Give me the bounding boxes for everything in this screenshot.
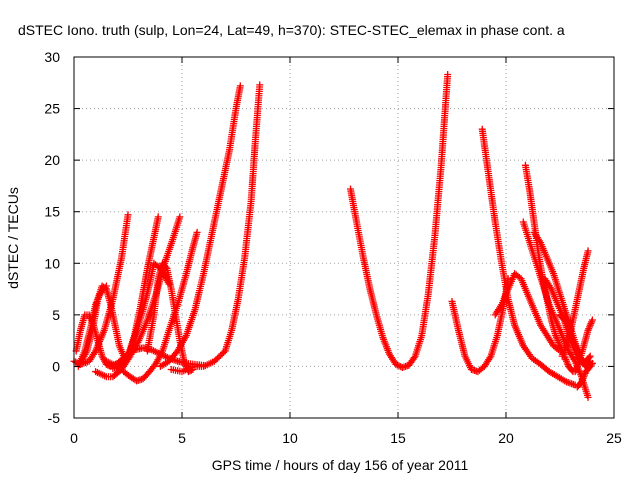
data-point: [392, 360, 400, 368]
data-point: [584, 393, 592, 401]
y-axis-tick-labels: -5 0 5 10 15 20 25 30: [44, 49, 60, 426]
data-point: [101, 284, 109, 292]
data-point: [176, 213, 184, 221]
data-point: [124, 211, 132, 219]
plot-frame: [73, 56, 615, 419]
axis-ticks: [73, 56, 615, 419]
data-point: [162, 263, 170, 271]
y-tick-label: 0: [52, 358, 60, 374]
x-tick-label: 20: [498, 430, 514, 446]
grid-lines: [74, 57, 614, 418]
data-series-12: [346, 71, 452, 371]
x-axis-tick-labels: 0 5 10 15 20 25: [70, 430, 622, 446]
data-series-13: [448, 275, 512, 376]
x-tick-label: 10: [282, 430, 298, 446]
data-series-9: [120, 228, 201, 385]
data-point: [393, 361, 401, 369]
data-point: [220, 348, 228, 356]
y-tick-label: 10: [44, 255, 60, 271]
x-tick-label: 0: [70, 430, 78, 446]
data-point: [410, 354, 418, 362]
y-tick-label: 15: [44, 204, 60, 220]
data-point: [584, 247, 592, 255]
data-series-10: [156, 82, 244, 370]
data-point: [588, 316, 596, 324]
data-series-17: [491, 270, 564, 355]
x-axis-label: GPS time / hours of day 156 of year 2011: [212, 457, 469, 473]
data-point: [587, 361, 595, 369]
data-point: [395, 362, 403, 370]
data-point: [588, 359, 596, 367]
y-tick-label: 30: [44, 49, 60, 65]
data-point: [444, 71, 452, 79]
y-tick-label: 20: [44, 152, 60, 168]
y-axis-label: dSTEC / TECUs: [5, 187, 21, 289]
data-point: [193, 228, 201, 236]
data-point: [256, 81, 264, 89]
data-point: [586, 352, 594, 360]
x-tick-label: 5: [178, 430, 186, 446]
data-point: [581, 361, 589, 369]
data-series-11: [167, 81, 264, 376]
data-point: [236, 82, 244, 90]
data-series-22: [571, 316, 596, 376]
y-tick-label: 25: [44, 101, 60, 117]
data-series-23: [573, 359, 596, 391]
data-point: [102, 282, 110, 290]
chart-title: dSTEC Iono. truth (sulp, Lon=24, Lat=49,…: [18, 22, 565, 38]
data-point: [554, 346, 562, 354]
y-tick-label: 5: [52, 307, 60, 323]
data-point: [154, 213, 162, 221]
y-tick-label: -5: [48, 410, 61, 426]
x-tick-label: 25: [606, 430, 622, 446]
data-point: [585, 353, 593, 361]
data-series-layer: [70, 71, 596, 401]
x-tick-label: 15: [390, 430, 406, 446]
data-series-4: [74, 282, 110, 370]
data-point: [559, 315, 567, 323]
